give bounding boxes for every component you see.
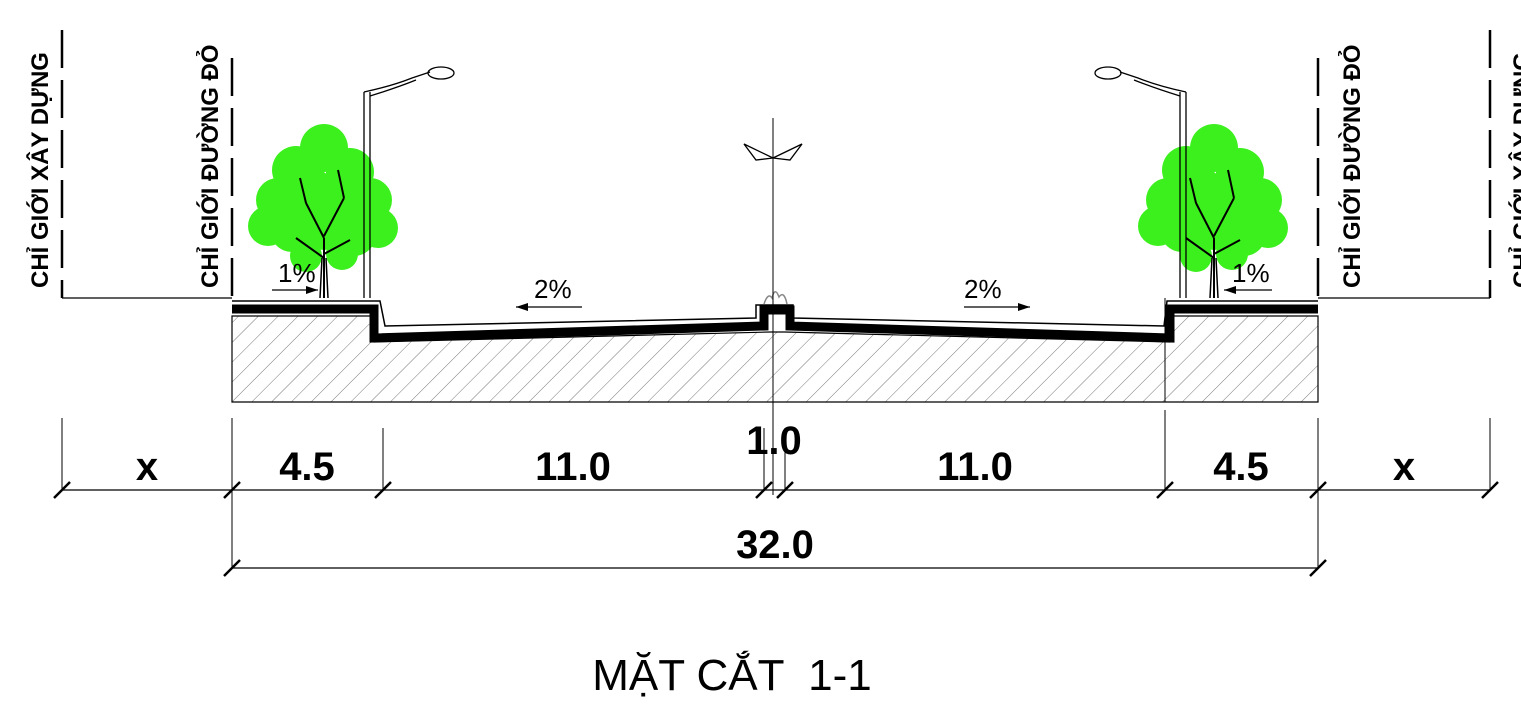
- dimension-setback-left: x: [136, 445, 158, 489]
- slope-arrow-carriageway-left-icon: [516, 303, 582, 311]
- slope-arrow-carriageway-right-icon: [964, 303, 1030, 311]
- median-street-light-icon: [743, 118, 803, 495]
- dimension-ticks-row2: [223, 559, 1327, 577]
- dimension-ticks-row1: [53, 481, 1499, 499]
- slope-arrow-sidewalk-right-icon: [1224, 286, 1272, 294]
- dimension-extension-lines: [61, 298, 1491, 568]
- dimension-median: 1.0: [746, 419, 802, 463]
- building-line-label-left: CHỈ GIỚI XÂY DỰNG: [25, 52, 54, 288]
- street-lamp-left-icon: [363, 66, 455, 298]
- building-line-label-right: CHỈ GIỚI XÂY DỰNG: [1507, 52, 1521, 288]
- tree-left-icon: [247, 123, 399, 299]
- roadbed-hatch: [231, 315, 1319, 403]
- dimension-carriageway-right: 11.0: [937, 445, 1013, 489]
- slope-sidewalk-left: 1%: [278, 258, 316, 288]
- dimension-sidewalk-right: 4.5: [1213, 445, 1269, 489]
- dimension-sidewalk-left: 4.5: [279, 445, 335, 489]
- slope-carriageway-left: 2%: [534, 274, 572, 304]
- dimension-setback-right: x: [1393, 445, 1415, 489]
- red-line-label-left: CHỈ GIỚI ĐƯỜNG ĐỎ: [195, 44, 224, 288]
- red-line-label-right: CHỈ GIỚI ĐƯỜNG ĐỎ: [1337, 44, 1366, 288]
- pavement-layer: [232, 304, 1318, 343]
- dimension-carriageway-left: 11.0: [535, 445, 611, 489]
- section-title: MẶT CẮT 1-1: [592, 650, 872, 700]
- slope-sidewalk-right: 1%: [1232, 258, 1270, 288]
- slope-carriageway-right: 2%: [964, 274, 1002, 304]
- dimension-total: 32.0: [736, 523, 814, 567]
- slope-arrow-sidewalk-left-icon: [272, 286, 318, 294]
- median-planting-icon: [763, 291, 788, 305]
- street-lamp-right-icon: [1094, 66, 1187, 298]
